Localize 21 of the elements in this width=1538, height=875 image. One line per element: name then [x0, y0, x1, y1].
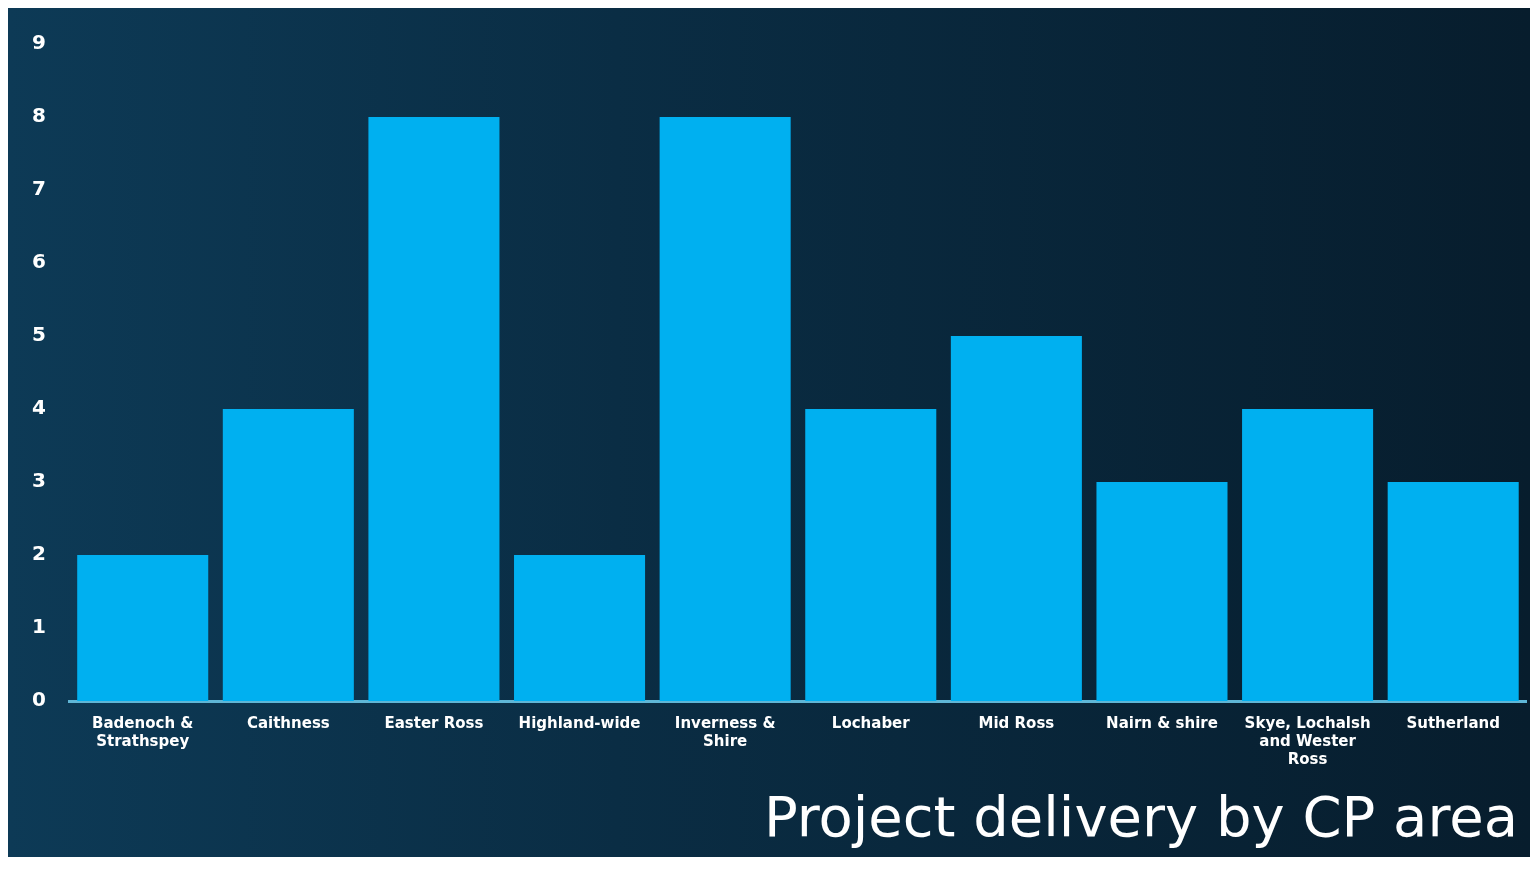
- y-tick-label: 4: [31, 395, 46, 420]
- y-tick-label: 2: [31, 541, 46, 566]
- x-tick-label: Skye, Lochalsh and Wester Ross: [1244, 713, 1371, 768]
- x-tick-label: Sutherland: [1406, 713, 1500, 732]
- x-tick-label: Easter Ross: [384, 713, 484, 732]
- y-tick-label: 6: [31, 249, 46, 274]
- x-tick-label: Lochaber: [831, 713, 911, 732]
- x-tick-label: Caithness: [246, 713, 330, 732]
- y-tick-label: 8: [31, 103, 46, 128]
- y-tick-label: 9: [31, 30, 46, 55]
- y-tick-label: 3: [31, 468, 46, 493]
- y-tick-label: 5: [31, 322, 46, 347]
- x-tick-label: Highland-wide: [518, 713, 641, 732]
- y-tick-label: 0: [31, 687, 46, 712]
- x-tick-label: Nairn & shire: [1106, 713, 1218, 732]
- y-tick-label: 7: [31, 176, 46, 201]
- x-tick-label: Badenoch & Strathspey: [92, 713, 194, 750]
- y-tick-label: 1: [31, 614, 46, 639]
- x-tick-label: Mid Ross: [978, 713, 1055, 732]
- x-tick-label: Inverness & Shire: [674, 713, 776, 750]
- text: Project delivery by CP area: [762, 783, 1519, 851]
